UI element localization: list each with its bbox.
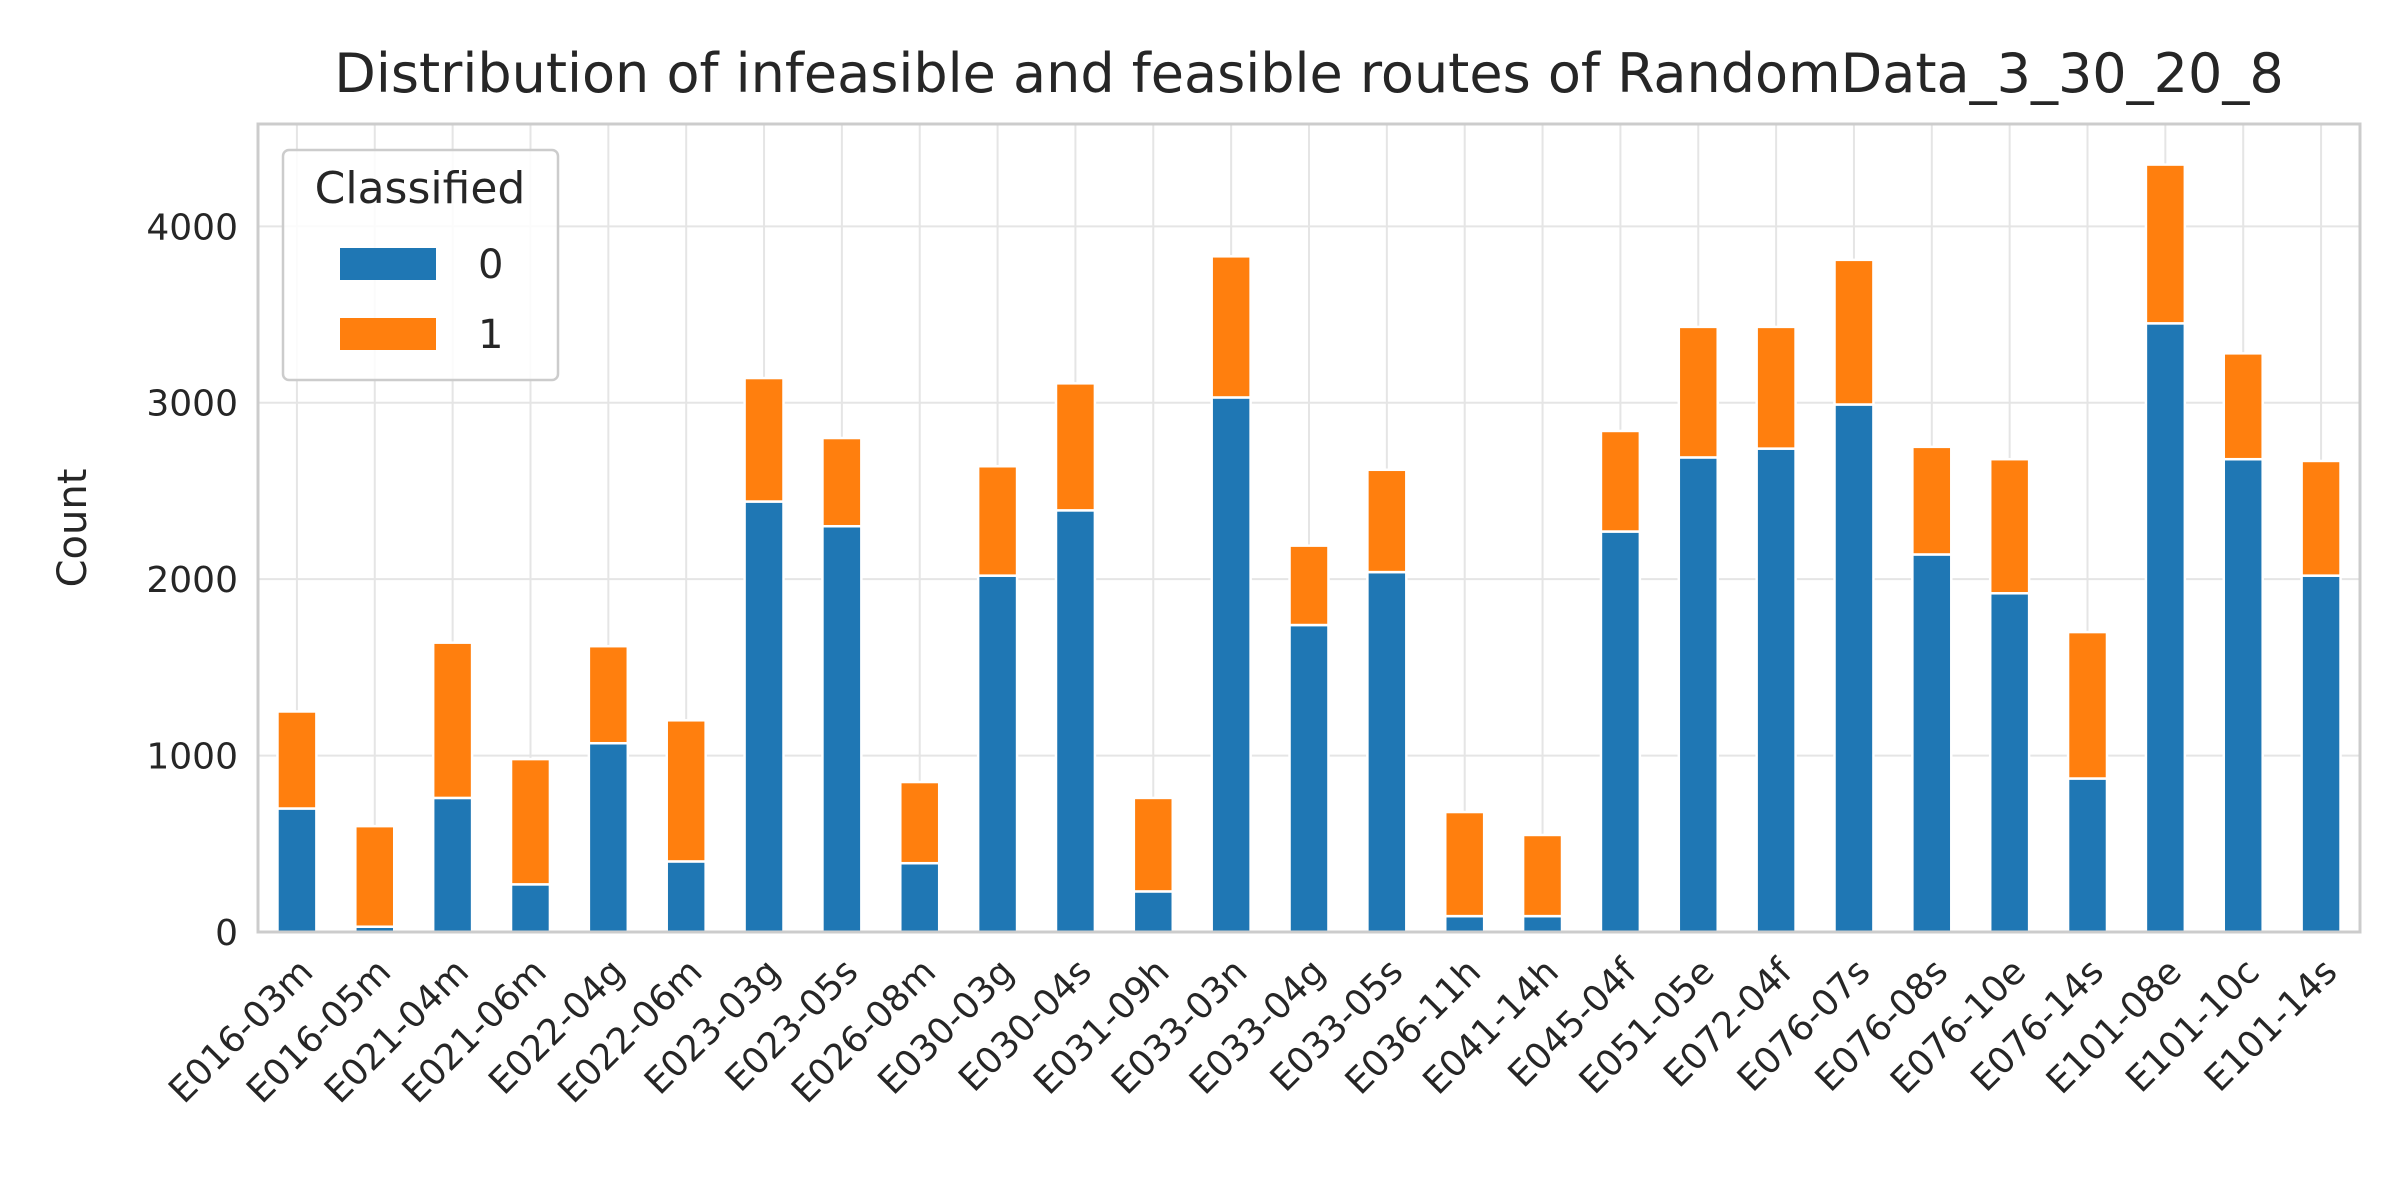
y-axis-label: Count <box>50 469 96 588</box>
bar-classified-0[interactable] <box>1521 914 1564 934</box>
y-tick-label: 0 <box>215 913 238 954</box>
bar-classified-1[interactable] <box>743 376 785 503</box>
bar-classified-0[interactable] <box>1054 509 1097 934</box>
bar-classified-0[interactable] <box>1443 914 1486 934</box>
bar-classified-1[interactable] <box>1366 468 1408 574</box>
bar-classified-1[interactable] <box>1054 382 1097 512</box>
x-tick-labels: E016-03mE016-05mE021-04mE021-06mE022-04g… <box>161 950 2345 1111</box>
bar-classified-0[interactable] <box>1132 890 1175 934</box>
bar-classified-0[interactable] <box>1210 396 1252 934</box>
bar-classified-1[interactable] <box>1132 796 1175 893</box>
y-tick-label: 2000 <box>146 560 238 601</box>
bar-classified-0[interactable] <box>1911 553 1953 934</box>
y-tick-label: 3000 <box>146 384 238 425</box>
bar-classified-0[interactable] <box>276 807 318 934</box>
bar-classified-0[interactable] <box>976 574 1019 934</box>
legend-label-0: 0 <box>478 242 503 288</box>
bar-classified-0[interactable] <box>2300 574 2342 934</box>
y-tick-label: 1000 <box>146 737 238 778</box>
bar-classified-1[interactable] <box>665 719 707 863</box>
bar-classified-0[interactable] <box>1599 530 1642 934</box>
bar-classified-1[interactable] <box>1911 445 1953 556</box>
bar-classified-0[interactable] <box>1366 570 1408 934</box>
bar-classified-1[interactable] <box>1443 810 1486 918</box>
bar-classified-0[interactable] <box>2066 777 2109 934</box>
bar-classified-0[interactable] <box>587 741 630 934</box>
legend[interactable]: Classified 0 1 <box>281 148 560 382</box>
chart-title: Distribution of infeasible and feasible … <box>334 42 2283 105</box>
bar-classified-1[interactable] <box>1833 258 1875 406</box>
bar-classified-1[interactable] <box>276 710 318 810</box>
plot-frame <box>256 122 2362 934</box>
bar-classified-0[interactable] <box>1833 403 1875 934</box>
legend-swatch-1 <box>340 318 436 350</box>
bar-classified-0[interactable] <box>2144 322 2187 934</box>
bar-classified-1[interactable] <box>1677 325 1719 459</box>
bar-classified-0[interactable] <box>1988 592 2031 934</box>
bar-classified-1[interactable] <box>2222 352 2264 461</box>
bar-classified-1[interactable] <box>587 644 630 745</box>
bar-classified-1[interactable] <box>1599 429 1642 533</box>
bar-classified-0[interactable] <box>509 883 552 934</box>
y-tick-label: 4000 <box>146 207 238 248</box>
bar-classified-0[interactable] <box>2222 457 2264 934</box>
bar-classified-1[interactable] <box>1288 544 1330 627</box>
bar-classified-1[interactable] <box>1521 833 1564 918</box>
bar-classified-1[interactable] <box>354 824 396 928</box>
bar-classified-0[interactable] <box>899 861 941 934</box>
legend-label-1: 1 <box>478 312 503 358</box>
bar-classified-0[interactable] <box>821 524 863 934</box>
bar-classified-1[interactable] <box>821 436 863 528</box>
bar-classified-0[interactable] <box>1677 456 1719 934</box>
bar-classified-1[interactable] <box>1210 255 1252 399</box>
bar-classified-0[interactable] <box>743 500 785 934</box>
bar-classified-1[interactable] <box>899 780 941 865</box>
legend-swatch-0 <box>340 248 436 280</box>
bar-classified-1[interactable] <box>2300 459 2342 577</box>
bar-classified-1[interactable] <box>431 641 474 800</box>
bar-classified-1[interactable] <box>976 465 1019 577</box>
bar-classified-0[interactable] <box>431 796 474 934</box>
bar-classified-0[interactable] <box>665 860 707 934</box>
bar-classified-0[interactable] <box>1755 447 1797 934</box>
bar-classified-0[interactable] <box>1288 623 1330 934</box>
bar-classified-1[interactable] <box>2066 630 2109 780</box>
bar-classified-1[interactable] <box>2144 163 2187 325</box>
bar-classified-1[interactable] <box>1755 325 1797 450</box>
bar-classified-1[interactable] <box>509 757 552 886</box>
bar-classified-1[interactable] <box>1988 457 2031 595</box>
y-tick-labels: 0 1000 2000 3000 4000 <box>146 207 238 954</box>
legend-title: Classified <box>315 163 526 214</box>
